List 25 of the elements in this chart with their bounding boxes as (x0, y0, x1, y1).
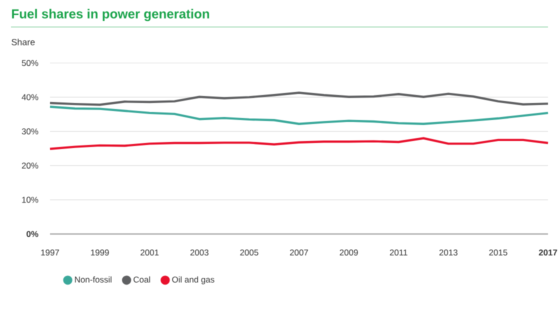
x-tick-label: 2017 (538, 250, 558, 256)
x-tick-label: 2011 (390, 250, 408, 256)
y-tick-label: 0% (26, 231, 38, 237)
chart-title: Fuel shares in power generation (12, 8, 210, 22)
legend-label: Oil and gas (172, 276, 214, 284)
legend-label: Non-fossil (75, 276, 112, 283)
y-tick-label: 20% (22, 162, 38, 169)
legend-label: Coal (134, 276, 150, 283)
x-tick-label: 2001 (140, 250, 159, 256)
x-tick-label: 2015 (489, 250, 508, 256)
x-tick-label: 1999 (91, 250, 109, 256)
line-series (48, 92, 550, 106)
y-tick-label: 10% (22, 196, 38, 203)
y-tick-label: 50% (22, 60, 38, 66)
x-tick-label: 2013 (439, 250, 458, 256)
x-tick-label: 2005 (240, 250, 258, 256)
x-tick-label: 2009 (340, 250, 358, 256)
y-tick-label: 30% (22, 128, 38, 134)
x-tick-label: 1997 (41, 250, 59, 256)
x-tick-label: 2003 (190, 250, 208, 256)
y-axis-title: Share (12, 38, 35, 46)
line-series (48, 137, 550, 150)
x-tick-label: 2007 (290, 250, 308, 256)
line-series (48, 106, 550, 125)
y-tick-label: 40% (22, 94, 38, 100)
